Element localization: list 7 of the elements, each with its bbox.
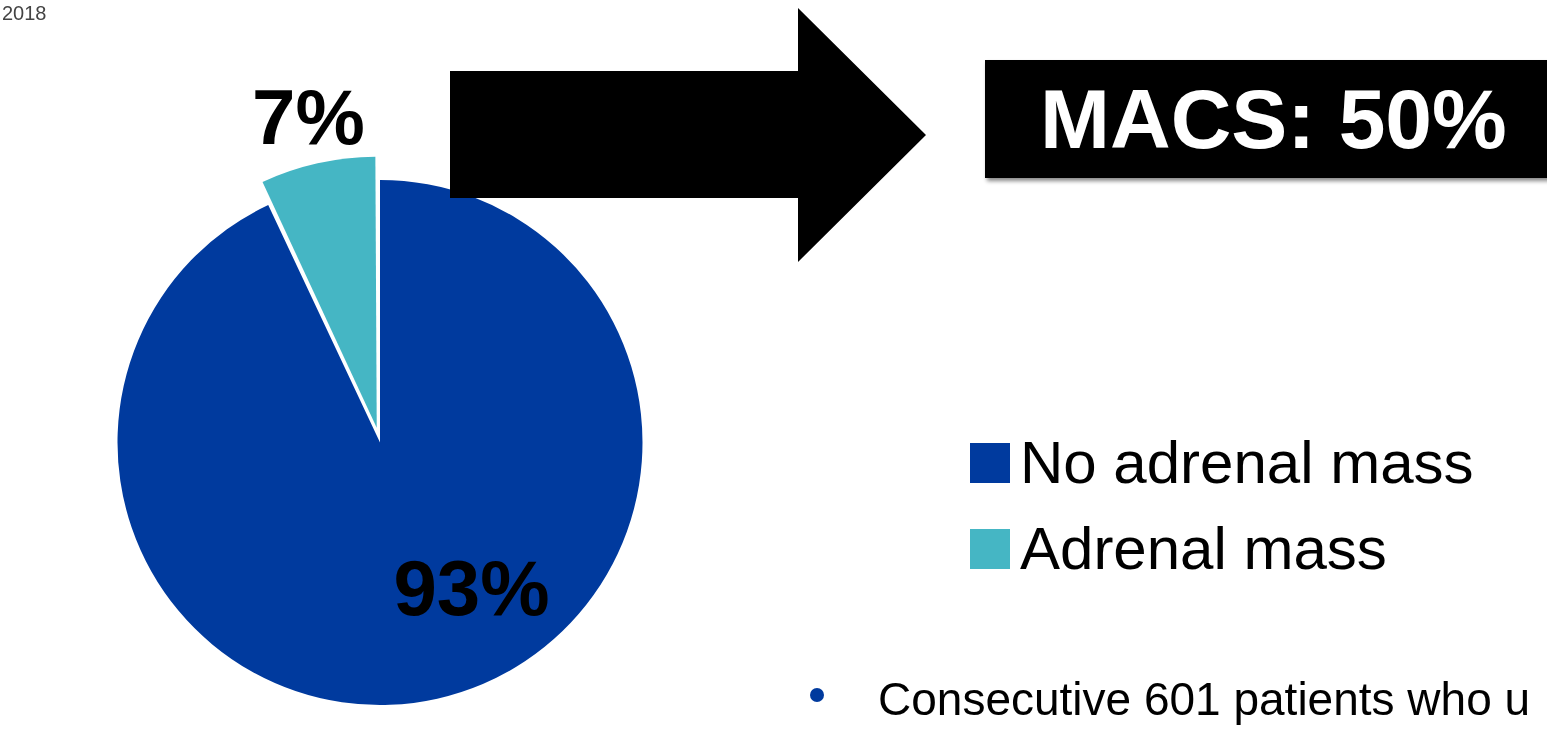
text: MACS: 50% <box>985 60 1547 178</box>
legend-label: No adrenal mass <box>1020 428 1474 498</box>
data-label: 93% <box>393 543 550 632</box>
data-label: 7% <box>252 72 365 161</box>
legend-label: Adrenal mass <box>1020 514 1387 584</box>
text: 2018 <box>2 2 47 25</box>
text: Consecutive 601 patients who u <box>878 672 1531 726</box>
